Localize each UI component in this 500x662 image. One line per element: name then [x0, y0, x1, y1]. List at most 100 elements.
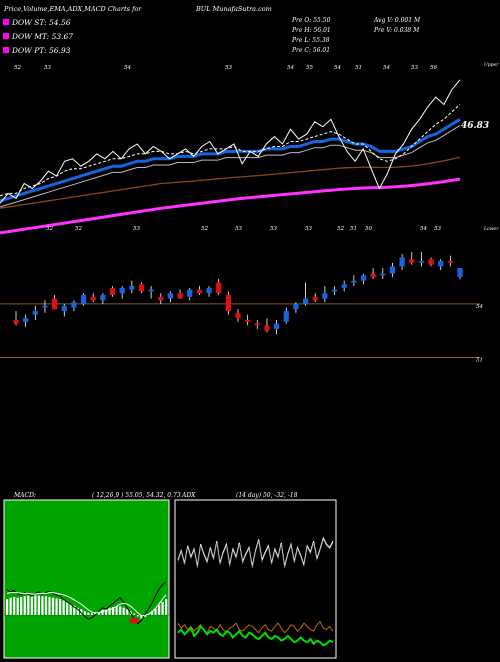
ema-top-label: 52	[14, 65, 21, 71]
macd-hist-bar	[16, 597, 19, 615]
upper-label: Upper	[484, 62, 499, 68]
candle-body	[274, 323, 280, 329]
macd-hist-bar	[101, 609, 104, 615]
ema-slow-line	[0, 156, 461, 209]
legend-swatch-st	[3, 19, 9, 25]
macd-line	[6, 581, 167, 625]
macd-hist-bar	[136, 614, 139, 617]
macd-hist-bar	[115, 606, 118, 615]
stat-open: Pre O: 55.50	[291, 17, 331, 24]
macd-panel	[3, 499, 170, 659]
macd-hist-bar	[55, 598, 58, 615]
candle-body	[13, 320, 19, 324]
candle-body	[23, 318, 29, 322]
price-line	[0, 79, 461, 204]
macd-hist-bar	[73, 605, 76, 615]
ema-top-label: 55	[306, 65, 313, 71]
candle-body	[389, 266, 396, 274]
ema-bottom-label: 52	[201, 226, 208, 232]
candle-body	[148, 289, 154, 292]
candle-body	[216, 282, 222, 294]
candle-body	[71, 302, 77, 308]
chart-symbol: BUL MunafaSutra.com	[195, 5, 272, 13]
candle-body	[235, 312, 241, 319]
macd-hist-bar	[59, 599, 62, 615]
macd-hist-bar	[6, 599, 9, 615]
legend: DOW ST: 54.56 DOW MT: 53.67 DOW PT: 56.9…	[3, 18, 73, 55]
candle-body	[80, 295, 87, 304]
candle-body	[32, 311, 38, 315]
legend-dow-pt: DOW PT: 56.93	[11, 46, 71, 55]
candle-body	[52, 298, 58, 310]
macd-hist-bar	[34, 595, 37, 615]
macd-hist-bar	[157, 604, 161, 615]
macd-hist-bar	[150, 611, 154, 615]
candle-body	[138, 284, 145, 292]
adx-plus-di-line	[177, 624, 334, 647]
ema-top-label: 53	[44, 65, 51, 71]
adx-line	[177, 536, 334, 567]
candle-panel: 54 51	[0, 252, 483, 364]
macd-hist-bar	[30, 596, 33, 615]
macd-hist-bar	[48, 596, 51, 615]
ema-bottom-label: 53	[305, 226, 312, 232]
macd-signal-line	[6, 592, 167, 617]
candle-body	[399, 257, 405, 267]
adx-shadow-line	[177, 538, 334, 568]
macd-hist-bar	[126, 609, 129, 615]
ema-top-label: 54	[287, 65, 294, 71]
candle-body	[109, 287, 116, 295]
stat-high: Pre H: 56.01	[291, 27, 331, 34]
ema-bottom-label: 53	[133, 226, 140, 232]
macd-hist-bar	[23, 596, 26, 615]
ema-bottom-label: 52	[75, 226, 82, 232]
macd-marker	[129, 617, 140, 624]
adx-panel	[174, 499, 337, 659]
stat-avg-volume: Avg V: 0.001 M	[373, 17, 421, 24]
adx-title: ADX	[181, 492, 196, 499]
candle-body	[119, 287, 125, 294]
level-label: 54	[476, 304, 483, 310]
macd-hist-bar	[13, 596, 16, 615]
macd-hist-bar	[133, 613, 136, 615]
price-ema-panel: 52 53 54 53 54 55 54 51 54 53 56 52 52 53 52 53 53 53 52 51…	[0, 65, 461, 235]
macd-hist-bar	[20, 596, 23, 615]
candle-body	[428, 259, 434, 265]
candle-body	[331, 289, 338, 292]
candle-body	[293, 303, 299, 310]
legend-dow-mt: DOW MT: 53.67	[11, 32, 73, 41]
candle-body	[61, 305, 67, 312]
macd-hist-bar	[154, 608, 157, 615]
macd-hist-bar	[69, 604, 72, 615]
ema-top-label: 53	[225, 65, 232, 71]
candle-body	[322, 293, 328, 299]
ema-bottom-label: 51	[350, 226, 357, 232]
ema-bottom-label: 53	[235, 226, 242, 232]
candle-body	[129, 286, 135, 290]
candle-body	[196, 289, 202, 294]
macd-params: ( 12,26,9 ) 55.05, 54.32, 0.73	[92, 492, 181, 499]
macd-hist-bar	[122, 607, 125, 615]
ema-top-label: 54	[383, 65, 390, 71]
macd-hist-bar	[119, 606, 122, 615]
stats-right: Avg V: 0.001 M Pre V: 0.038 M	[373, 17, 421, 34]
ema-top-label: 53	[411, 65, 418, 71]
macd-hist-bar	[80, 609, 83, 615]
legend-dow-st: DOW ST: 54.56	[11, 18, 71, 27]
ema-top-label: 56	[430, 65, 437, 71]
ema-grey-line	[0, 125, 461, 208]
stat-prev-volume: Pre V: 0.038 M	[373, 27, 420, 34]
ema-top-label: 51	[355, 65, 362, 71]
candle-body	[225, 295, 231, 312]
ema-fast-line	[0, 118, 461, 203]
candle-body	[245, 320, 251, 322]
candle-body	[302, 298, 309, 304]
candle-body	[351, 280, 357, 283]
legend-swatch-mt	[3, 33, 9, 39]
macd-hist-bar	[165, 599, 168, 615]
macd-hist-bar	[62, 600, 65, 615]
ema-bottom-label: 54	[420, 226, 427, 232]
last-price-label: 46.83	[461, 121, 489, 131]
